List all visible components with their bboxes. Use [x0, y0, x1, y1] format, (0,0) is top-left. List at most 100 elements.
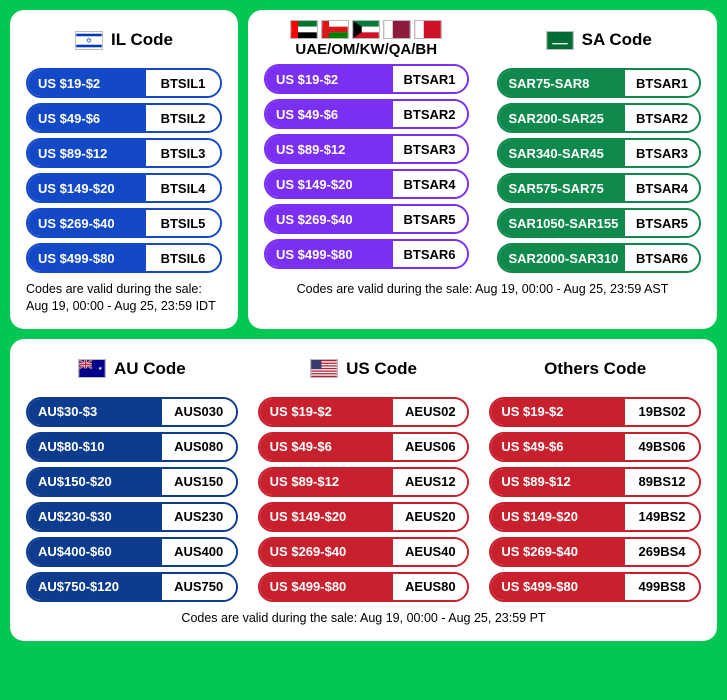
gulf-code-list: US $19-$2BTSAR1US $49-$6BTSAR2US $89-$12…: [264, 64, 469, 269]
code-text: BTSAR4: [625, 175, 699, 201]
code-pill: US $149-$20149BS2: [489, 502, 701, 532]
code-text: BTSIL4: [146, 175, 220, 201]
deal-text: US $19-$2: [260, 399, 394, 425]
flag-bh-icon: [414, 20, 442, 39]
others-header: Others Code: [489, 349, 701, 389]
code-pill: US $499-$80499BS8: [489, 572, 701, 602]
panel-il: ✡ IL Code US $19-$2BTSIL1 US $49-$6BTSIL2…: [10, 10, 238, 329]
flag-sa-icon: [546, 31, 574, 50]
deal-text: US $49-$6: [260, 434, 394, 460]
deal-text: US $19-$2: [28, 70, 146, 96]
deal-text: AU$30-$3: [28, 399, 162, 425]
deal-text: US $499-$80: [491, 574, 625, 600]
code-pill: US $49-$6BTSIL2: [26, 103, 222, 133]
svg-text:★: ★: [98, 366, 103, 372]
code-text: AEUS06: [393, 434, 467, 460]
panel-il-title: IL Code: [111, 30, 173, 50]
au-code-list: AU$30-$3AUS030AU$80-$10AUS080AU$150-$20A…: [26, 397, 238, 602]
deal-text: US $89-$12: [28, 140, 146, 166]
code-pill: SAR200-SAR25BTSAR2: [497, 103, 702, 133]
deal-text: US $269-$40: [491, 539, 625, 565]
deal-text: SAR75-SAR8: [499, 70, 626, 96]
bottom-note: Codes are valid during the sale: Aug 19,…: [26, 610, 701, 627]
code-pill: AU$400-$60AUS400: [26, 537, 238, 567]
code-text: 49BS06: [625, 434, 699, 460]
deal-text: US $149-$20: [28, 175, 146, 201]
deal-text: US $269-$40: [260, 539, 394, 565]
code-pill: SAR575-SAR75BTSAR4: [497, 173, 702, 203]
code-pill: US $49-$6AEUS06: [258, 432, 470, 462]
code-pill: US $19-$219BS02: [489, 397, 701, 427]
code-text: 499BS8: [625, 574, 699, 600]
top-row: ✡ IL Code US $19-$2BTSIL1US $49-$6BTSIL2…: [10, 10, 717, 339]
flag-ae-icon: [290, 20, 318, 39]
code-text: AUS030: [162, 399, 236, 425]
deal-text: US $149-$20: [260, 504, 394, 530]
deal-text: AU$750-$120: [28, 574, 162, 600]
deal-text: US $499-$80: [260, 574, 394, 600]
code-text: 149BS2: [625, 504, 699, 530]
deal-text: SAR200-SAR25: [499, 105, 626, 131]
deal-text: US $19-$2: [491, 399, 625, 425]
code-text: BTSIL1: [146, 70, 220, 96]
code-text: AUS400: [162, 539, 236, 565]
code-pill: US $499-$80AEUS80: [258, 572, 470, 602]
flag-au-icon: ★: [78, 359, 106, 378]
deal-text: US $149-$20: [266, 171, 393, 197]
code-pill: US $89-$12AEUS12: [258, 467, 470, 497]
code-pill: US $269-$40BTSIL5: [26, 208, 222, 238]
panel-au-us-others: ★ AU Code AU$30-$3AUS030AU$80-$10AUS080A…: [10, 339, 717, 641]
code-pill: SAR1050-SAR155BTSAR5: [497, 208, 702, 238]
us-header: US Code: [258, 349, 470, 389]
col-others: Others Code US $19-$219BS02US $49-$649BS…: [489, 349, 701, 602]
code-text: BTSAR5: [393, 206, 467, 232]
us-title: US Code: [346, 359, 417, 379]
deal-text: SAR340-SAR45: [499, 140, 626, 166]
deal-text: US $269-$40: [28, 210, 146, 236]
code-pill: US $89-$12BTSAR3: [264, 134, 469, 164]
code-text: BTSIL2: [146, 105, 220, 131]
code-text: BTSAR6: [625, 245, 699, 271]
sa-title: SA Code: [582, 30, 652, 50]
flag-qa-icon: [383, 20, 411, 39]
code-text: AEUS40: [393, 539, 467, 565]
code-text: BTSAR2: [625, 105, 699, 131]
code-pill: US $269-$40AEUS40: [258, 537, 470, 567]
deal-text: AU$400-$60: [28, 539, 162, 565]
code-text: BTSAR2: [393, 101, 467, 127]
bottom-row: ★ AU Code AU$30-$3AUS030AU$80-$10AUS080A…: [10, 339, 717, 641]
code-text: BTSIL6: [146, 245, 220, 271]
code-text: AUS750: [162, 574, 236, 600]
deal-text: US $499-$80: [266, 241, 393, 267]
code-pill: US $499-$80BTSAR6: [264, 239, 469, 269]
flag-kw-icon: [352, 20, 380, 39]
code-pill: AU$30-$3AUS030: [26, 397, 238, 427]
gulf-flags: [290, 20, 442, 39]
deal-text: AU$150-$20: [28, 469, 162, 495]
sa-header: SA Code: [497, 20, 702, 60]
code-pill: SAR340-SAR45BTSAR3: [497, 138, 702, 168]
code-pill: AU$750-$120AUS750: [26, 572, 238, 602]
code-text: AUS150: [162, 469, 236, 495]
deal-text: US $89-$12: [491, 469, 625, 495]
deal-text: US $149-$20: [491, 504, 625, 530]
code-text: BTSAR3: [393, 136, 467, 162]
code-pill: US $269-$40BTSAR5: [264, 204, 469, 234]
col-us: US Code US $19-$2AEUS02US $49-$6AEUS06US…: [258, 349, 470, 602]
others-title: Others Code: [544, 359, 646, 379]
deal-text: US $89-$12: [260, 469, 394, 495]
code-text: 89BS12: [625, 469, 699, 495]
deal-text: US $19-$2: [266, 66, 393, 92]
col-gulf: UAE/OM/KW/QA/BH US $19-$2BTSAR1US $49-$6…: [264, 20, 469, 273]
flag-il-icon: ✡: [75, 31, 103, 50]
code-pill: US $49-$6BTSAR2: [264, 99, 469, 129]
code-text: AUS230: [162, 504, 236, 530]
deal-text: SAR2000-SAR310: [499, 245, 626, 271]
col-sa: SA Code SAR75-SAR8BTSAR1SAR200-SAR25BTSA…: [497, 20, 702, 273]
code-text: BTSIL5: [146, 210, 220, 236]
bottom-columns: ★ AU Code AU$30-$3AUS030AU$80-$10AUS080A…: [26, 349, 701, 602]
sa-code-list: SAR75-SAR8BTSAR1SAR200-SAR25BTSAR2SAR340…: [497, 68, 702, 273]
flag-us-icon: [310, 359, 338, 378]
deal-text: SAR1050-SAR155: [499, 210, 626, 236]
code-text: BTSAR6: [393, 241, 467, 267]
